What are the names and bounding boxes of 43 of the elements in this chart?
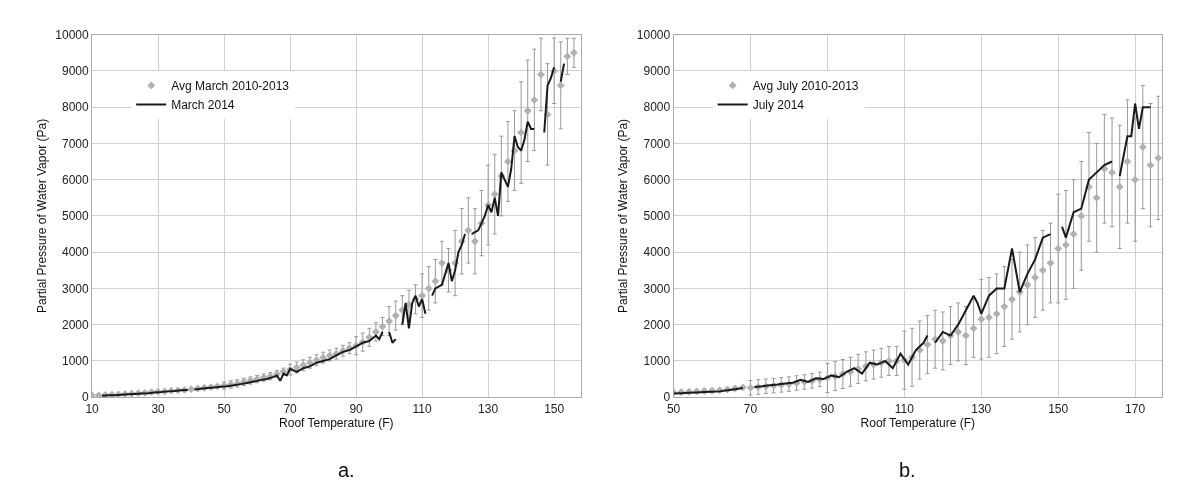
- y-tick-label: 7000: [643, 136, 671, 151]
- y-tick-label: 8000: [61, 100, 89, 115]
- legend-label: Avg July 2010-2013: [752, 79, 859, 94]
- y-tick-label: 2000: [643, 317, 671, 332]
- x-tick-label: 70: [743, 401, 758, 416]
- y-tick-label: 2000: [61, 317, 89, 332]
- y-axis-title: Partial Pressure of Water Vapor (Pa): [616, 118, 631, 313]
- legend-label: Avg March 2010-2013: [171, 79, 290, 94]
- x-tick-label: 110: [894, 401, 915, 416]
- text: a.: [338, 459, 355, 481]
- y-tick-label: 9000: [643, 64, 671, 79]
- legend-label: July 2014: [752, 98, 805, 113]
- x-tick-label: 170: [1125, 401, 1146, 416]
- text: b.: [899, 459, 916, 481]
- x-tick-label: 90: [820, 401, 835, 416]
- y-tick-label: 10000: [636, 27, 671, 42]
- y-axis-title: Partial Pressure of Water Vapor (Pa): [34, 118, 49, 313]
- y-tick-label: 3000: [643, 281, 671, 296]
- x-tick-label: 130: [478, 401, 499, 416]
- y-tick-label: 7000: [61, 136, 89, 151]
- x-tick-label: 30: [151, 401, 166, 416]
- y-tick-label: 6000: [61, 172, 89, 187]
- x-tick-label: 90: [349, 401, 364, 416]
- y-tick-label: 5000: [61, 209, 89, 224]
- x-tick-label: 70: [283, 401, 298, 416]
- y-tick-label: 8000: [643, 100, 671, 115]
- x-tick-label: 150: [544, 401, 565, 416]
- y-tick-label: 4000: [61, 245, 89, 260]
- y-tick-label: 9000: [61, 64, 89, 79]
- y-tick-label: 4000: [643, 245, 671, 260]
- x-axis-title: Roof Temperature (F): [279, 416, 394, 431]
- x-tick-label: 130: [971, 401, 992, 416]
- legend-label: March 2014: [171, 98, 235, 113]
- y-tick-label: 10000: [55, 27, 89, 42]
- x-tick-label: 50: [217, 401, 232, 416]
- y-tick-label: 6000: [643, 172, 671, 187]
- y-tick-label: 3000: [61, 281, 89, 296]
- y-tick-label: 5000: [643, 209, 671, 224]
- x-tick-label: 110: [412, 401, 433, 416]
- x-tick-label: 150: [1048, 401, 1069, 416]
- y-tick-label: 1000: [61, 354, 89, 369]
- y-tick-label: 1000: [643, 354, 671, 369]
- x-axis-title: Roof Temperature (F): [860, 416, 976, 431]
